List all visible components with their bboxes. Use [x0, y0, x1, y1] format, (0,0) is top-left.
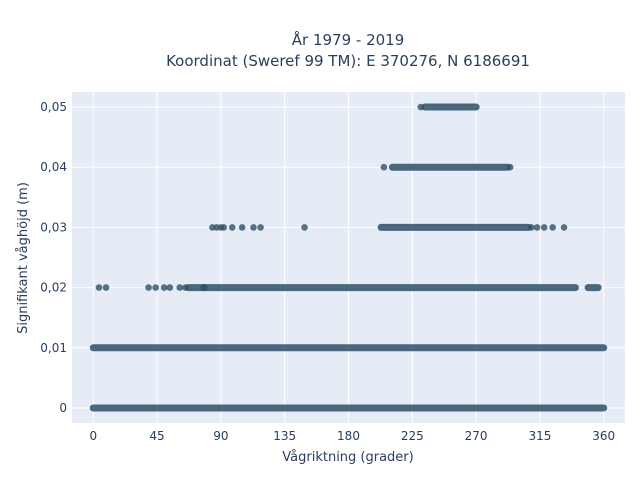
chart-title-line2: Koordinat (Sweref 99 TM): E 370276, N 61…: [166, 52, 530, 70]
x-axis-label: Vågriktning (grader): [282, 450, 413, 465]
data-point: [102, 284, 110, 291]
data-point: [238, 224, 246, 231]
y-tick-label: 0,04: [40, 160, 67, 174]
x-tick-label: 315: [528, 429, 551, 443]
data-point: [166, 284, 174, 291]
data-point: [560, 224, 568, 231]
data-point: [301, 224, 308, 231]
data-point: [176, 284, 184, 291]
data-point: [220, 224, 228, 231]
data-point: [380, 163, 388, 171]
data-point: [152, 284, 159, 291]
y-tick-label: 0: [59, 401, 67, 415]
y-tick-label: 0,02: [40, 281, 67, 295]
data-point: [182, 284, 189, 291]
data-point: [506, 163, 514, 171]
data-point: [540, 224, 548, 231]
y-axis-label: Signifikant våghöjd (m): [16, 182, 31, 334]
data-point: [549, 224, 556, 231]
y-tick-label: 0,03: [40, 220, 67, 234]
y-axis-ticks: 0 0,01 0,02 0,03 0,04 0,05: [40, 100, 67, 415]
x-tick-label: 360: [592, 429, 615, 443]
y-tick-label: 0,05: [40, 100, 67, 114]
x-tick-label: 270: [465, 429, 488, 443]
chart-title-line1: År 1979 - 2019: [292, 30, 405, 49]
x-tick-label: 180: [337, 429, 360, 443]
data-point: [228, 224, 236, 231]
data-point: [145, 284, 152, 291]
data-point: [417, 103, 425, 111]
data-point: [95, 284, 103, 291]
data-points: [89, 103, 608, 412]
data-point: [160, 284, 168, 291]
data-point: [257, 224, 264, 231]
data-point: [250, 224, 257, 231]
x-tick-label: 135: [273, 429, 296, 443]
y-tick-label: 0,01: [40, 341, 67, 355]
data-point: [528, 224, 535, 231]
x-axis-ticks: 0 45 90 135 180 225 270 315 360: [89, 429, 615, 443]
x-tick-label: 45: [149, 429, 164, 443]
x-tick-label: 0: [89, 429, 97, 443]
x-tick-label: 225: [401, 429, 424, 443]
data-point: [533, 224, 541, 231]
x-tick-label: 90: [213, 429, 228, 443]
